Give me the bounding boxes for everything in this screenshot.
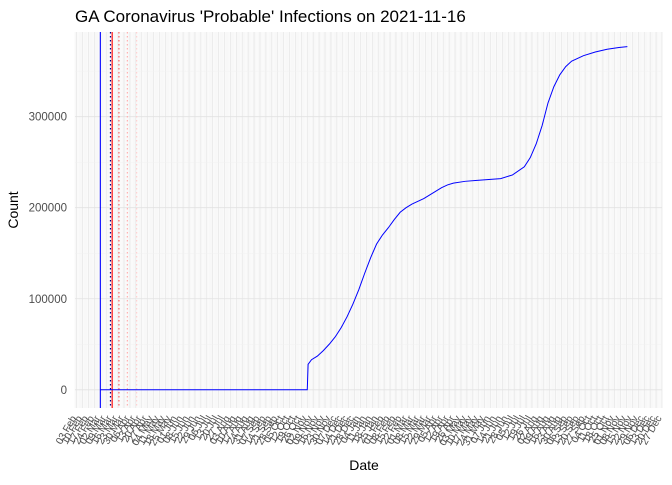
y-tick-label: 300000 xyxy=(29,112,67,124)
y-axis-title: Count xyxy=(5,191,21,228)
x-axis-title: Date xyxy=(349,457,379,473)
chart-title: GA Coronavirus 'Probable' Infections on … xyxy=(75,7,466,26)
reference-lines xyxy=(99,32,138,408)
y-tick-label: 0 xyxy=(61,385,67,397)
y-tick-label: 100000 xyxy=(29,294,67,306)
y-tick-label: 200000 xyxy=(29,203,67,215)
y-axis-ticks: 0 100000 200000 300000 xyxy=(29,112,67,397)
series xyxy=(100,46,628,391)
series-line xyxy=(100,46,628,391)
